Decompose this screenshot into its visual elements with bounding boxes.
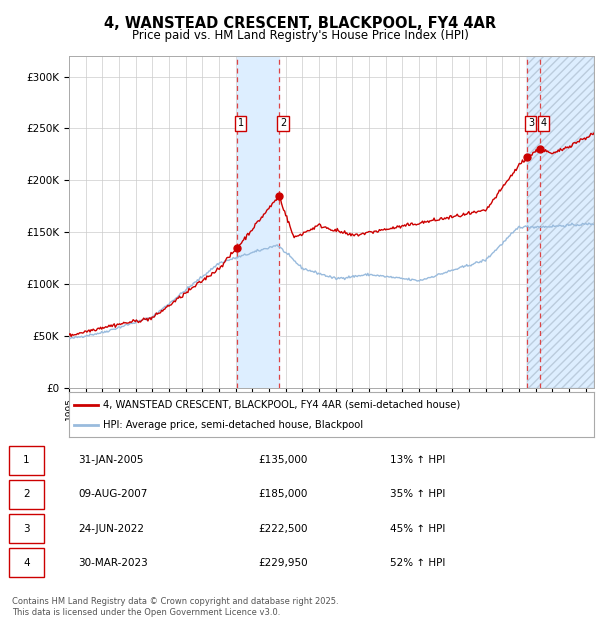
Text: 35% ↑ HPI: 35% ↑ HPI xyxy=(390,489,445,500)
Text: HPI: Average price, semi-detached house, Blackpool: HPI: Average price, semi-detached house,… xyxy=(103,420,363,430)
Bar xyxy=(527,56,594,388)
Text: Contains HM Land Registry data © Crown copyright and database right 2025.
This d: Contains HM Land Registry data © Crown c… xyxy=(12,598,338,617)
Text: £222,500: £222,500 xyxy=(258,523,308,534)
Text: 24-JUN-2022: 24-JUN-2022 xyxy=(78,523,144,534)
Text: £185,000: £185,000 xyxy=(258,489,307,500)
Text: 13% ↑ HPI: 13% ↑ HPI xyxy=(390,455,445,466)
Text: 45% ↑ HPI: 45% ↑ HPI xyxy=(390,523,445,534)
Bar xyxy=(527,56,594,388)
Text: 30-MAR-2023: 30-MAR-2023 xyxy=(78,557,148,568)
Text: 52% ↑ HPI: 52% ↑ HPI xyxy=(390,557,445,568)
Text: 1: 1 xyxy=(23,455,30,466)
Text: £229,950: £229,950 xyxy=(258,557,308,568)
Text: 2: 2 xyxy=(280,118,286,128)
Text: 3: 3 xyxy=(528,118,534,128)
Text: 3: 3 xyxy=(23,523,30,534)
Text: 09-AUG-2007: 09-AUG-2007 xyxy=(78,489,148,500)
Text: Price paid vs. HM Land Registry's House Price Index (HPI): Price paid vs. HM Land Registry's House … xyxy=(131,29,469,42)
Text: 4, WANSTEAD CRESCENT, BLACKPOOL, FY4 4AR (semi-detached house): 4, WANSTEAD CRESCENT, BLACKPOOL, FY4 4AR… xyxy=(103,399,460,410)
Text: 2: 2 xyxy=(23,489,30,500)
Text: 4: 4 xyxy=(23,557,30,568)
Text: 4: 4 xyxy=(541,118,547,128)
Text: 31-JAN-2005: 31-JAN-2005 xyxy=(78,455,143,466)
Bar xyxy=(237,56,279,388)
Text: 1: 1 xyxy=(238,118,244,128)
Text: £135,000: £135,000 xyxy=(258,455,307,466)
Text: 4, WANSTEAD CRESCENT, BLACKPOOL, FY4 4AR: 4, WANSTEAD CRESCENT, BLACKPOOL, FY4 4AR xyxy=(104,16,496,31)
